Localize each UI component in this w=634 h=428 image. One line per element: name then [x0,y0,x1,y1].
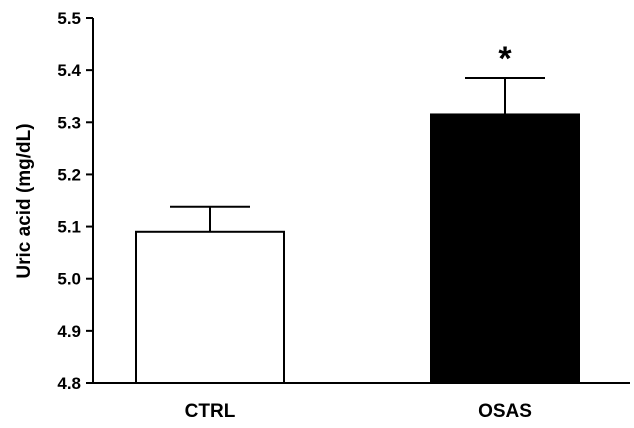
bar-ctrl [135,230,285,384]
y-axis-label: Uric acid (mg/dL) [14,123,35,278]
y-tick-label: 5.4 [57,61,81,80]
y-tick-label: 4.8 [57,374,81,393]
x-category-label: OSAS [478,401,532,422]
bar-osas [430,113,580,384]
y-tick-label: 5.2 [57,165,81,184]
y-tick-label: 5.5 [57,9,81,28]
x-category-label: CTRL [185,401,236,422]
significance-marker: * [498,40,512,78]
y-tick-label: 5.1 [57,218,81,237]
bars-layer [135,76,580,384]
y-tick-label: 5.3 [57,113,81,132]
y-tick-label: 5.0 [57,270,81,289]
y-tick-label: 4.9 [57,322,81,341]
labels-layer: 4.8 4.9 5.0 5.1 5.2 5.3 5.4 5.5 CTRL OSAS * [57,9,532,422]
